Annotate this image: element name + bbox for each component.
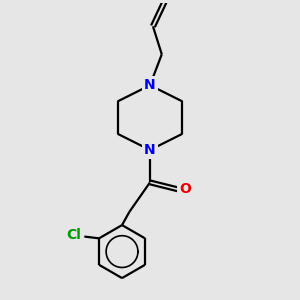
Text: N: N bbox=[144, 78, 156, 92]
Text: Cl: Cl bbox=[67, 228, 82, 242]
Text: O: O bbox=[179, 182, 191, 196]
Text: N: N bbox=[144, 143, 156, 157]
